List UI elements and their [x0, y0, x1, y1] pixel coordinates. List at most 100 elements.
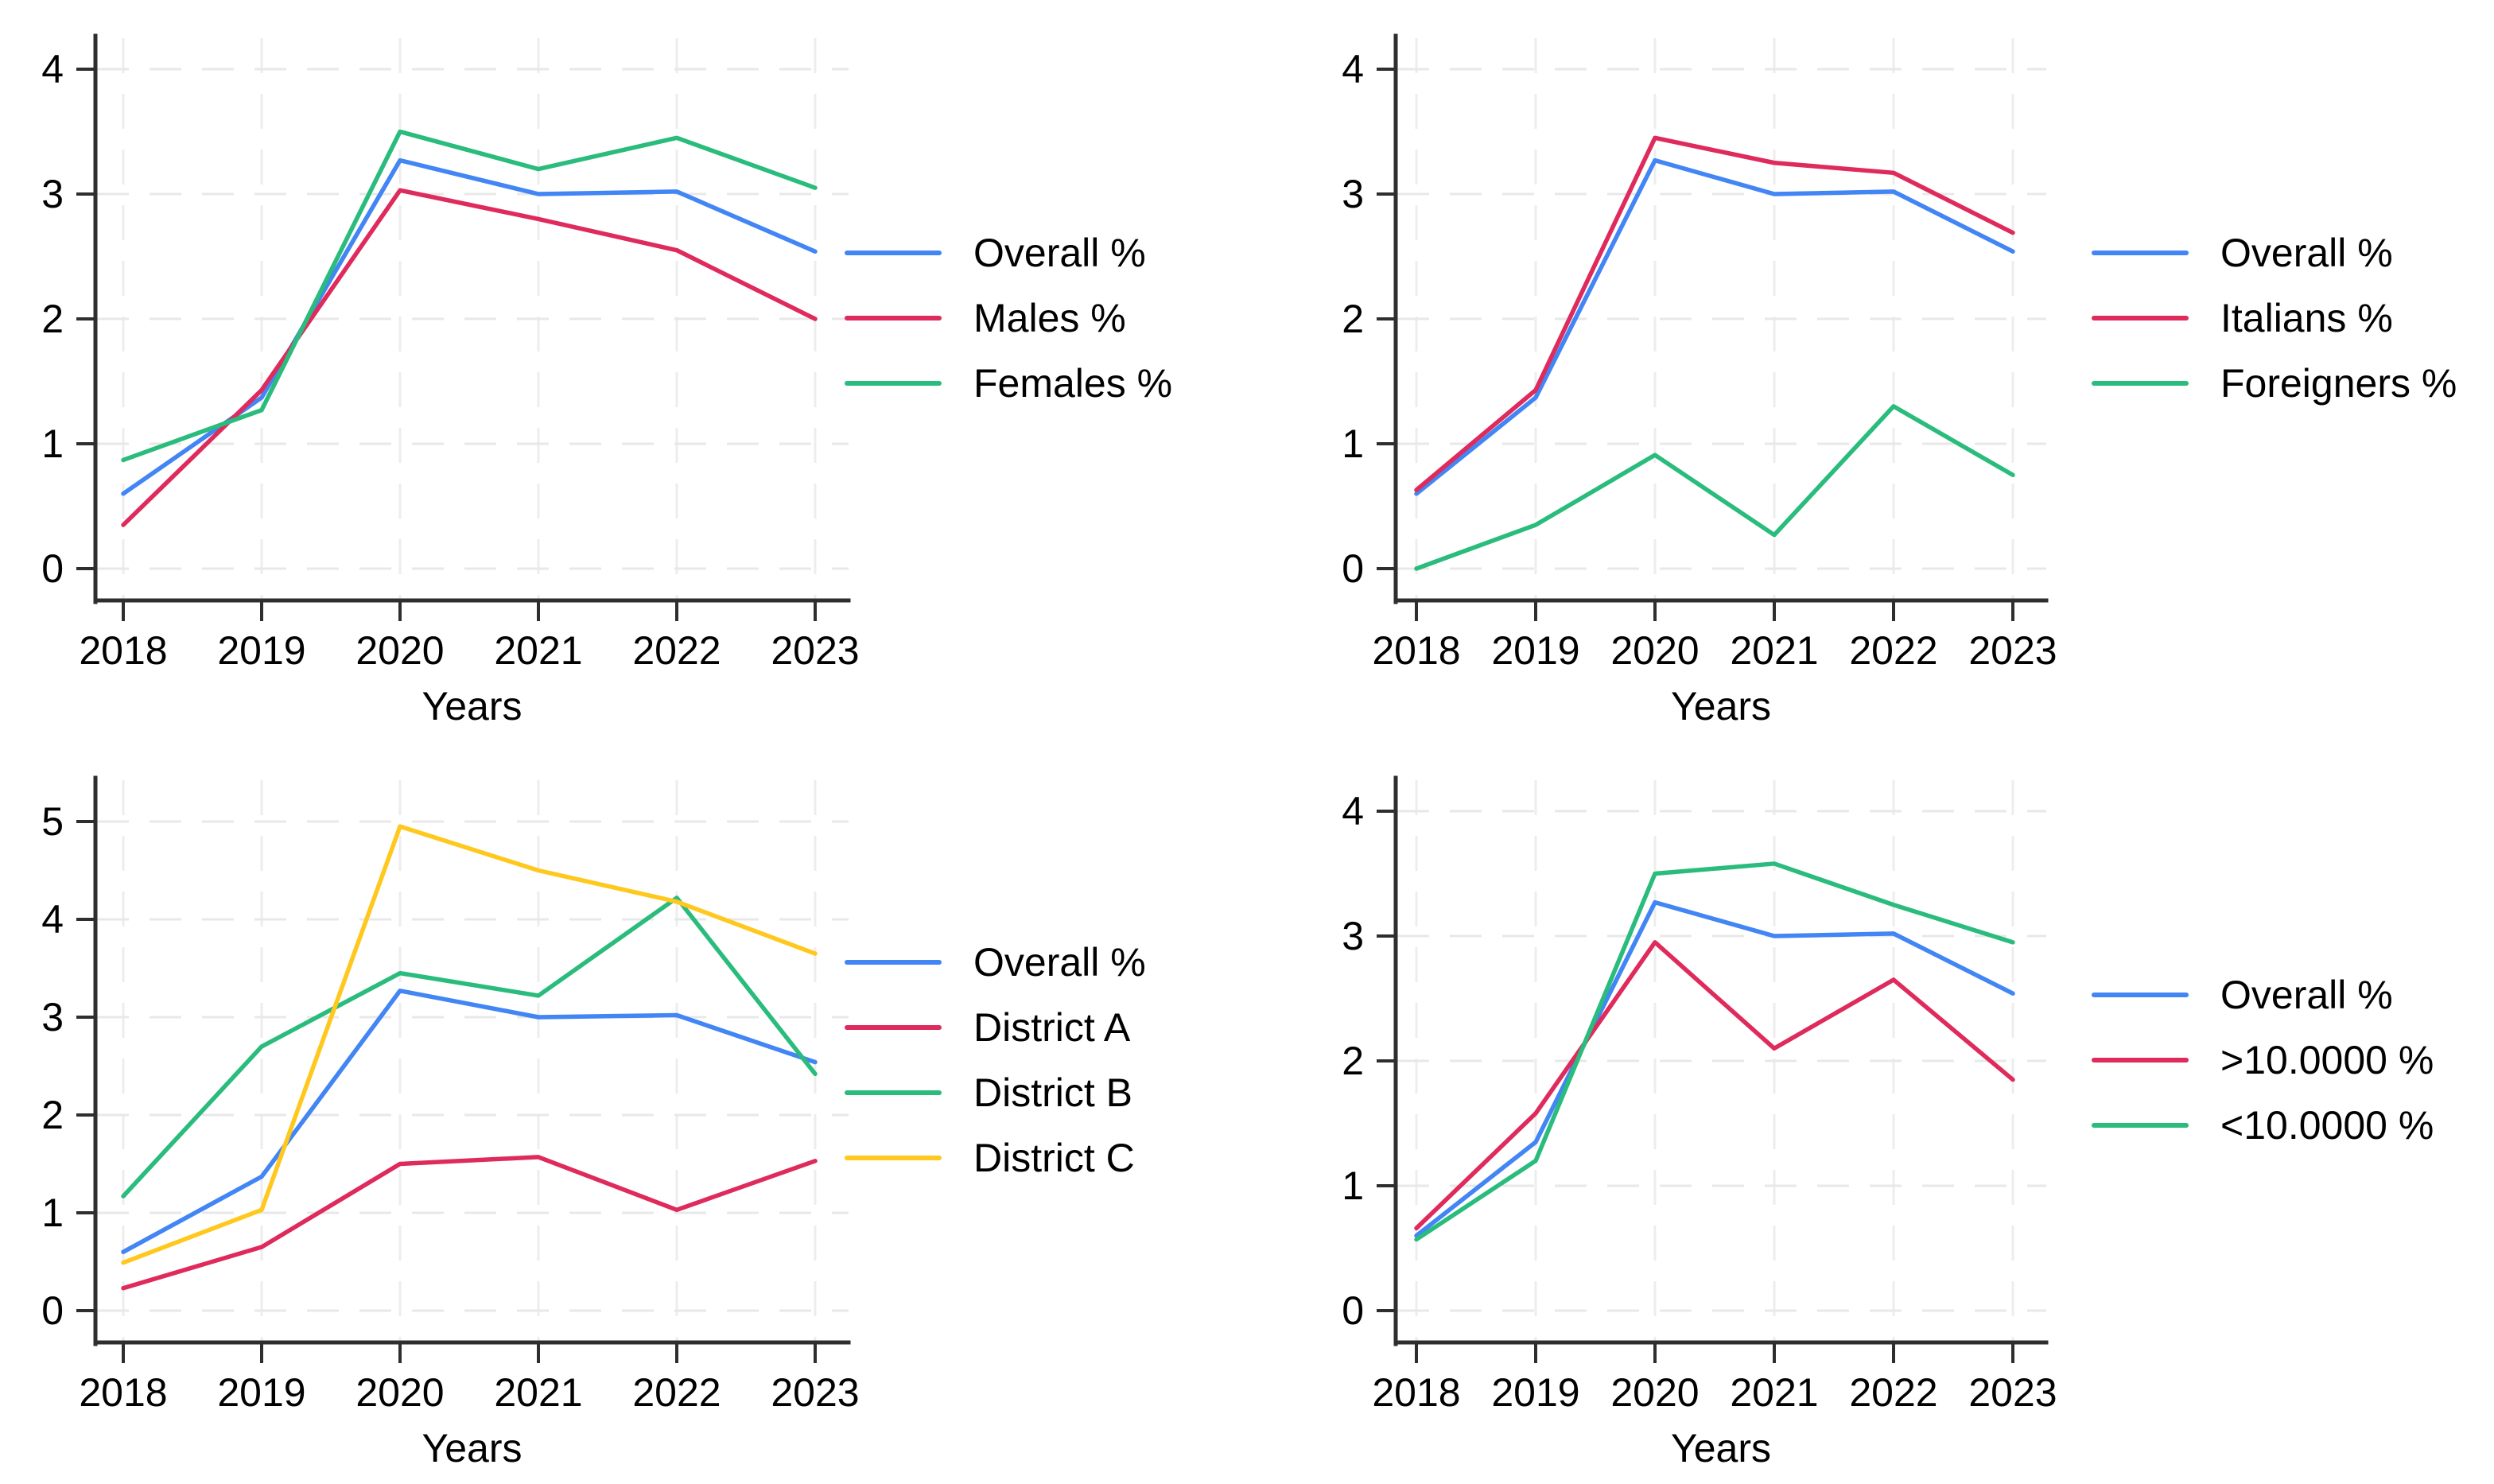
legend-item-lt-10-0000-pct: <10.0000 % — [2092, 1103, 2434, 1148]
legend-item-gt-10-0000-pct: >10.0000 % — [2092, 1038, 2434, 1082]
legend-label: Females % — [973, 361, 1173, 406]
legend-gender: Overall % Males % Females % — [845, 32, 1172, 604]
chart-district: 0 1 2 3 4 5 2018 2019 2020 2021 2022 2023 Years Over… — [0, 742, 1247, 1484]
legend-district: Overall % District A District B District C — [845, 774, 1146, 1346]
legend-line-swatch — [845, 251, 942, 255]
legend-item-males-pct: Males % — [845, 296, 1172, 340]
x-tick-label: 2021 — [494, 1370, 582, 1415]
x-tick-label: 2018 — [1372, 628, 1460, 673]
x-tick-label: 2021 — [1730, 628, 1818, 673]
x-tick-label: 2018 — [79, 1370, 167, 1415]
legend-item-district-c: District C — [845, 1136, 1146, 1180]
plot-area-district: 0 1 2 3 4 5 2018 2019 2020 2021 2022 2023 Years — [41, 775, 860, 1470]
y-tick-label: 1 — [41, 1191, 64, 1235]
x-tick-label: 2018 — [1372, 1370, 1460, 1415]
y-tick-label: 3 — [41, 172, 64, 216]
y-tick-label: 3 — [1342, 172, 1364, 216]
legend-item-overall-pct: Overall % — [845, 940, 1146, 985]
y-tick-label: 1 — [41, 422, 64, 466]
legend-item-females-pct: Females % — [845, 361, 1172, 406]
legend-line-swatch — [2092, 251, 2189, 255]
legend-nationality: Overall % Italians % Foreigners % — [2092, 32, 2457, 604]
x-tick-label: 2023 — [771, 628, 859, 673]
legend-label: District B — [973, 1070, 1132, 1115]
legend-line-swatch — [2092, 316, 2189, 320]
chart-nationality: 0 1 2 3 4 2018 2019 2020 2021 2022 2023 Years Overa… — [1247, 0, 2494, 742]
x-tick-label: 2018 — [79, 628, 167, 673]
y-tick-label: 0 — [41, 546, 64, 591]
legend-line-swatch — [2092, 1058, 2189, 1062]
legend-item-italians-pct: Italians % — [2092, 296, 2457, 340]
y-tick-label: 1 — [1342, 1164, 1364, 1208]
x-tick-label: 2020 — [1610, 1370, 1699, 1415]
y-tick-label: 4 — [1342, 47, 1364, 91]
x-tick-label: 2023 — [1968, 1370, 2057, 1415]
line-males-pct — [121, 188, 818, 527]
legend-line-swatch — [845, 381, 942, 386]
legend-item-overall-pct: Overall % — [2092, 231, 2457, 275]
x-tick-label: 2022 — [1849, 1370, 1937, 1415]
plot-area-threshold: 0 1 2 3 4 2018 2019 2020 2021 2022 2023 Years — [1342, 775, 2057, 1470]
legend-line-swatch — [845, 1025, 942, 1030]
y-tick-label: 4 — [1342, 789, 1364, 833]
legend-line-swatch — [2092, 1123, 2189, 1128]
x-tick-label: 2019 — [217, 628, 305, 673]
x-tick-label: 2022 — [1849, 628, 1937, 673]
x-axis-title: Years — [421, 684, 522, 728]
x-tick-label: 2019 — [1491, 628, 1579, 673]
plot-area-nationality: 0 1 2 3 4 2018 2019 2020 2021 2022 2023 Years — [1342, 33, 2057, 728]
x-axis-title: Years — [1671, 1426, 1771, 1470]
legend-line-swatch — [2092, 381, 2189, 386]
legend-label: Foreigners % — [2220, 361, 2457, 406]
x-tick-label: 2020 — [1610, 628, 1699, 673]
x-axis-title: Years — [421, 1426, 522, 1470]
legend-label: Italians % — [2220, 296, 2393, 340]
y-tick-label: 2 — [41, 297, 64, 341]
legend-label: <10.0000 % — [2220, 1103, 2434, 1148]
legend-line-swatch — [845, 1090, 942, 1095]
legend-item-overall-pct: Overall % — [845, 231, 1172, 275]
line-gt-10-0000-pct — [1414, 940, 2015, 1231]
plot-area-gender: 0 1 2 3 4 2018 2019 2020 2021 2022 2023 Years — [41, 33, 860, 728]
x-axis-title: Years — [1671, 684, 1771, 728]
y-tick-label: 5 — [41, 799, 64, 844]
line-district-c — [121, 824, 818, 1265]
x-tick-label: 2023 — [771, 1370, 859, 1415]
y-tick-label: 2 — [1342, 1039, 1364, 1083]
line-district-b — [121, 895, 818, 1198]
line-lt-10-0000-pct — [1414, 861, 2015, 1242]
x-tick-label: 2021 — [494, 628, 582, 673]
x-tick-label: 2019 — [1491, 1370, 1579, 1415]
x-tick-label: 2020 — [355, 1370, 444, 1415]
y-tick-label: 0 — [1342, 546, 1364, 591]
y-tick-label: 4 — [41, 47, 64, 91]
chart-threshold: 0 1 2 3 4 2018 2019 2020 2021 2022 2023 Years Overa… — [1247, 742, 2494, 1484]
y-tick-label: 1 — [1342, 422, 1364, 466]
legend-line-swatch — [845, 960, 942, 965]
y-tick-label: 0 — [1342, 1288, 1364, 1333]
y-tick-label: 0 — [41, 1288, 64, 1333]
legend-label: District A — [973, 1005, 1131, 1050]
line-overall-pct — [1414, 157, 2015, 496]
legend-item-district-a: District A — [845, 1005, 1146, 1050]
line-district-a — [121, 1155, 818, 1291]
line-overall-pct — [121, 989, 818, 1254]
x-tick-label: 2021 — [1730, 1370, 1818, 1415]
legend-line-swatch — [2092, 993, 2189, 997]
line-overall-pct — [1414, 899, 2015, 1238]
line-females-pct — [121, 129, 818, 463]
y-tick-label: 3 — [41, 995, 64, 1039]
legend-item-overall-pct: Overall % — [2092, 973, 2434, 1017]
x-tick-label: 2022 — [632, 628, 721, 673]
x-tick-label: 2019 — [217, 1370, 305, 1415]
x-tick-label: 2023 — [1968, 628, 2057, 673]
y-tick-label: 3 — [1342, 914, 1364, 958]
legend-label: District C — [973, 1136, 1135, 1180]
legend-label: Overall % — [973, 940, 1146, 985]
y-tick-label: 4 — [41, 897, 64, 942]
legend-label: Overall % — [973, 231, 1146, 275]
line-foreigners-pct — [1414, 404, 2015, 571]
y-tick-label: 2 — [1342, 297, 1364, 341]
